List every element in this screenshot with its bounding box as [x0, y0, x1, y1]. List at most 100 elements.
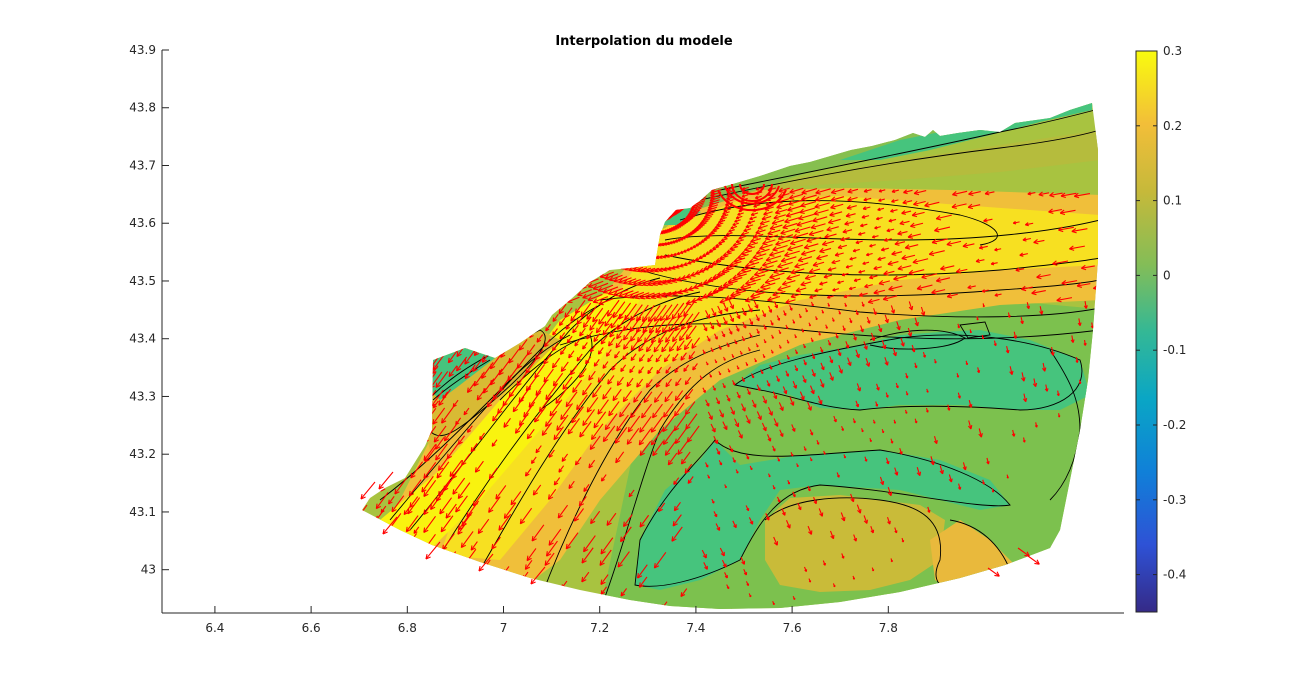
x-tick-label: 7.8 [879, 621, 898, 635]
current-vector [367, 433, 379, 449]
current-vector [384, 420, 396, 436]
current-vector [636, 204, 646, 208]
current-vector [280, 462, 292, 478]
current-vector [492, 195, 498, 198]
current-vector [378, 437, 390, 453]
current-vector [386, 244, 396, 249]
current-vector [630, 198, 639, 202]
current-vector [557, 213, 571, 219]
current-vector [417, 317, 429, 333]
current-vector [329, 354, 341, 370]
current-vector [308, 483, 320, 499]
current-vector [645, 219, 654, 223]
current-vector [603, 225, 610, 228]
current-vector [236, 408, 248, 424]
current-vector [513, 299, 519, 302]
current-vector [339, 368, 351, 384]
current-vector [327, 452, 339, 468]
current-vector [588, 205, 597, 209]
current-vector [431, 198, 444, 204]
current-vector [418, 336, 430, 352]
current-vector [402, 199, 416, 206]
current-vector [628, 192, 635, 195]
current-vector [418, 266, 432, 273]
current-vector [348, 401, 360, 417]
current-vector [583, 225, 593, 229]
current-vector [628, 226, 634, 229]
current-vector [364, 341, 376, 357]
current-vector [547, 310, 552, 317]
current-vector [653, 231, 660, 234]
current-vector [569, 232, 582, 238]
current-vector [638, 242, 644, 245]
current-vector [337, 415, 349, 431]
current-vector [420, 226, 434, 233]
current-vector [570, 203, 582, 208]
current-vector [318, 467, 330, 483]
current-vector [638, 218, 646, 222]
current-vector [661, 198, 676, 204]
current-vector [389, 254, 399, 259]
current-vector [319, 371, 331, 387]
current-vector [628, 185, 634, 188]
current-vector [471, 233, 478, 236]
current-vector [242, 448, 254, 464]
current-vector [678, 197, 693, 203]
current-vector [479, 202, 485, 205]
current-vector [415, 408, 427, 424]
current-vector [497, 281, 503, 284]
current-vector [255, 462, 267, 478]
current-vector [415, 316, 427, 332]
current-vector [648, 206, 661, 211]
current-vector [387, 280, 395, 284]
current-vector [433, 332, 443, 345]
current-vector [679, 192, 694, 198]
current-vector [337, 437, 349, 453]
current-vector [565, 226, 578, 232]
current-vector [268, 475, 280, 491]
current-vector [246, 336, 258, 352]
current-vector [485, 331, 495, 345]
current-vector [587, 202, 596, 206]
current-vector [629, 194, 637, 197]
current-vector [567, 187, 580, 193]
current-vector [379, 258, 387, 262]
current-vector [418, 317, 430, 333]
current-vector [406, 355, 411, 361]
colorbar-tick-label: 0.2 [1163, 119, 1182, 133]
current-vector [665, 192, 680, 198]
current-vector [541, 292, 549, 296]
current-vector [181, 370, 193, 386]
current-vector [405, 304, 417, 320]
current-vector [601, 223, 608, 226]
current-vector [651, 231, 658, 234]
current-vector [562, 246, 576, 252]
current-vector [666, 188, 681, 194]
current-vector [403, 261, 416, 267]
current-vector [538, 187, 553, 193]
current-vector [554, 202, 568, 208]
current-vector [397, 241, 410, 247]
current-vector [480, 571, 485, 578]
current-vector [617, 235, 623, 238]
current-vector [630, 214, 637, 217]
current-vector [305, 458, 317, 474]
current-vector [294, 473, 306, 489]
current-vector [204, 383, 216, 399]
current-vector [1028, 556, 1039, 564]
current-vector [531, 265, 541, 270]
current-vector [421, 299, 435, 306]
current-vector [383, 549, 395, 565]
current-vector [596, 237, 605, 241]
current-vector [216, 443, 228, 459]
current-vector [484, 309, 493, 321]
current-vector [378, 330, 390, 346]
current-vector [488, 237, 494, 240]
current-vector [368, 190, 375, 193]
current-vector [373, 485, 379, 493]
current-vector [627, 211, 634, 214]
current-vector [402, 388, 414, 404]
current-vector [450, 295, 464, 301]
current-vector [1097, 305, 1099, 311]
current-vector [277, 369, 289, 385]
